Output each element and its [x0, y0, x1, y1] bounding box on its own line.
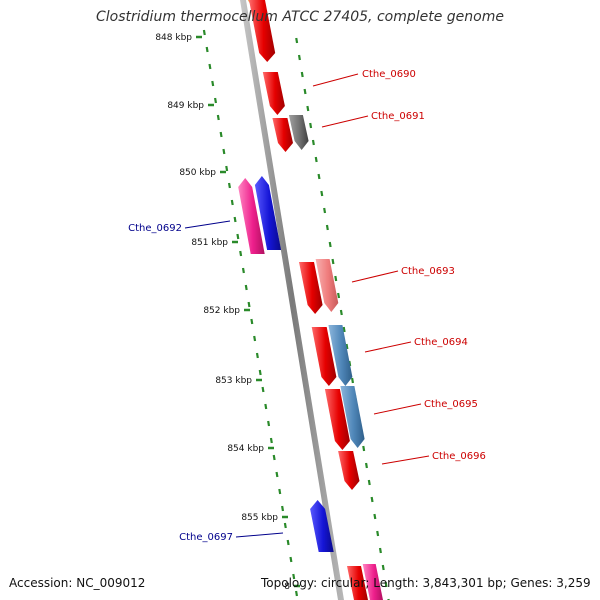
callout-line	[235, 532, 284, 538]
gene-cthe-0694b[interactable]	[328, 325, 353, 386]
gene-features	[238, 0, 383, 600]
callout-line	[381, 455, 430, 465]
gene-cthe-0697[interactable]	[310, 500, 334, 552]
ruler-tracks	[202, 29, 390, 600]
callout-line	[184, 220, 231, 229]
backbone-line	[240, 0, 344, 600]
map-title: Clostridium thermocellum ATCC 27405, com…	[96, 9, 504, 25]
gene-bottom-1[interactable]	[347, 566, 368, 600]
scale-label: 848 kbp	[155, 33, 192, 43]
scale-label: 851 kbp	[191, 238, 228, 248]
gene-cthe-0689[interactable]	[249, 0, 276, 62]
gene-cthe-0695b[interactable]	[340, 386, 365, 448]
scale-label: 853 kbp	[215, 376, 252, 386]
callout-line	[351, 270, 399, 283]
scale-label: 850 kbp	[179, 168, 216, 178]
gene-cthe-0692b[interactable]	[254, 176, 282, 250]
gene-labels: Cthe_0690 Cthe_0691 Cthe_0692 Cthe_0693 Cthe…	[128, 69, 486, 543]
gene-label-cthe-0694[interactable]: Cthe_0694	[414, 337, 468, 348]
left-ruler-track	[202, 29, 299, 597]
scale-label: 855 kbp	[241, 513, 278, 523]
scale-label: 8	[284, 582, 290, 592]
callout-line	[312, 73, 359, 87]
gene-label-cthe-0691[interactable]: Cthe_0691	[371, 111, 425, 122]
scale-label: 849 kbp	[167, 101, 204, 111]
gene-cthe-0696[interactable]	[338, 451, 360, 490]
gene-cthe-0693b[interactable]	[315, 259, 339, 312]
gene-cthe-0693[interactable]	[299, 262, 323, 314]
scale-ruler: 848 kbp 849 kbp 850 kbp 851 kbp 852 kbp 853 k…	[155, 33, 300, 592]
genome-backbone	[240, 0, 344, 600]
gene-cthe-0695[interactable]	[324, 389, 350, 450]
callout-line	[364, 341, 412, 353]
gene-bottom-2[interactable]	[362, 564, 384, 600]
gene-label-cthe-0692[interactable]: Cthe_0692	[128, 223, 182, 234]
gene-label-cthe-0693[interactable]: Cthe_0693	[401, 266, 455, 277]
gene-label-cthe-0690[interactable]: Cthe_0690	[362, 69, 416, 80]
scale-label: 854 kbp	[227, 444, 264, 454]
accession-text: Accession: NC_009012	[9, 576, 146, 590]
gene-cthe-0691b[interactable]	[288, 115, 309, 150]
gene-cthe-0690[interactable]	[262, 72, 285, 115]
gene-label-cthe-0697[interactable]: Cthe_0697	[179, 532, 233, 543]
gene-label-cthe-0696[interactable]: Cthe_0696	[432, 451, 486, 462]
gene-cthe-0691[interactable]	[272, 118, 293, 152]
gene-label-cthe-0695[interactable]: Cthe_0695	[424, 399, 478, 410]
gene-cthe-0694[interactable]	[311, 327, 337, 386]
gene-cthe-0692[interactable]	[238, 178, 265, 254]
callout-line	[321, 115, 369, 128]
scale-label: 852 kbp	[203, 306, 240, 316]
callout-line	[373, 403, 422, 415]
genome-stats-text: Topology: circular; Length: 3,843,301 bp…	[261, 576, 591, 590]
